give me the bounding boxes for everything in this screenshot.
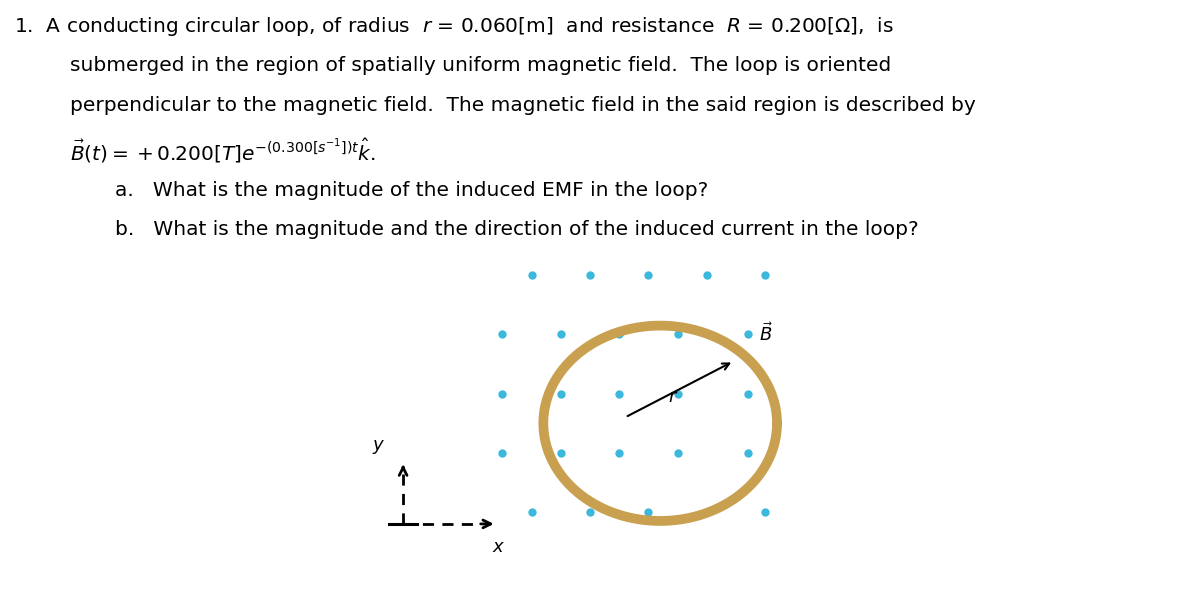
Text: $\vec{B}$: $\vec{B}$	[760, 321, 774, 345]
Text: perpendicular to the magnetic field.  The magnetic field in the said region is d: perpendicular to the magnetic field. The…	[70, 96, 976, 115]
Text: $\vec{B}(t) = +0.200[T]e^{-(0.300[s^{-1}])t}\hat{k}$.: $\vec{B}(t) = +0.200[T]e^{-(0.300[s^{-1}…	[70, 137, 376, 165]
Text: a.   What is the magnitude of the induced EMF in the loop?: a. What is the magnitude of the induced …	[114, 181, 708, 200]
Text: $y$: $y$	[372, 438, 385, 456]
Text: submerged in the region of spatially uniform magnetic field.  The loop is orient: submerged in the region of spatially uni…	[70, 56, 892, 75]
Text: $r$: $r$	[668, 388, 679, 406]
Text: b.   What is the magnitude and the direction of the induced current in the loop?: b. What is the magnitude and the directi…	[114, 220, 918, 239]
Text: $x$: $x$	[492, 538, 505, 555]
Text: 1.  A conducting circular loop, of radius  $r$ = 0.060[m]  and resistance  $R$ =: 1. A conducting circular loop, of radius…	[14, 15, 894, 38]
